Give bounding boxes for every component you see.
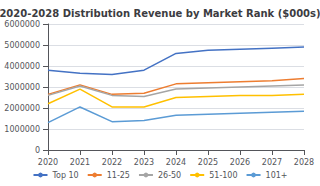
svg-text:1000000: 1000000 [4, 125, 40, 134]
svg-text:3000000: 3000000 [4, 83, 40, 92]
svg-text:101+: 101+ [266, 171, 288, 180]
svg-text:Top 10: Top 10 [51, 171, 78, 180]
svg-text:4000000: 4000000 [4, 62, 40, 71]
svg-text:2026: 2026 [230, 158, 250, 167]
svg-text:2020-2028 Distribution Revenue: 2020-2028 Distribution Revenue by Market… [0, 8, 320, 19]
svg-text:0: 0 [35, 146, 40, 155]
svg-text:5000000: 5000000 [4, 41, 40, 50]
svg-text:2024: 2024 [166, 158, 186, 167]
svg-text:2027: 2027 [262, 158, 282, 167]
svg-text:11-25: 11-25 [107, 171, 130, 180]
svg-text:6000000: 6000000 [4, 20, 40, 29]
svg-text:2028: 2028 [294, 158, 314, 167]
svg-text:2020: 2020 [38, 158, 58, 167]
svg-text:51-100: 51-100 [209, 171, 237, 180]
svg-text:2025: 2025 [198, 158, 218, 167]
svg-text:2023: 2023 [134, 158, 154, 167]
svg-text:2021: 2021 [70, 158, 90, 167]
svg-text:2000000: 2000000 [4, 104, 40, 113]
svg-text:2022: 2022 [102, 158, 122, 167]
svg-text:26-50: 26-50 [158, 171, 181, 180]
